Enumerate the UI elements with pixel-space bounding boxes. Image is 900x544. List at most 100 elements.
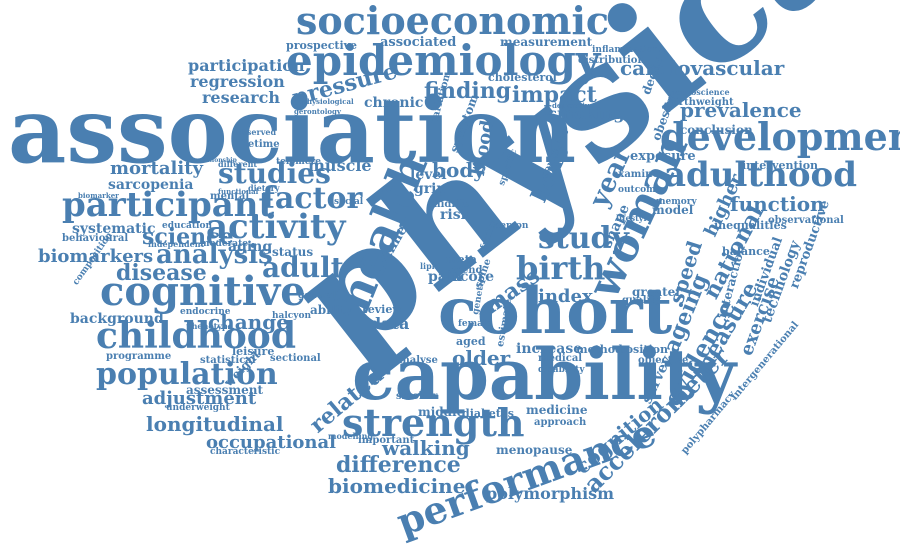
- cloud-word: observed: [236, 127, 277, 137]
- cloud-word: inequalities: [714, 219, 787, 232]
- cloud-word: study: [538, 221, 629, 256]
- cloud-word: risk: [440, 207, 471, 223]
- cloud-word: birth: [516, 249, 606, 287]
- cloud-word: finding: [424, 78, 512, 104]
- cloud-word: function: [730, 192, 825, 216]
- cloud-word: aged: [456, 335, 486, 348]
- cloud-word: memory: [656, 197, 697, 207]
- cloud-word: biomarkers: [38, 246, 154, 267]
- cloud-word: research: [202, 88, 280, 107]
- cloud-word: exposure: [630, 149, 696, 164]
- cloud-word: review: [362, 303, 402, 316]
- cloud-word: capability: [352, 333, 737, 416]
- cloud-word: disease: [116, 260, 207, 286]
- cloud-word: cardiovascular: [620, 56, 785, 80]
- cloud-word: smoker: [396, 391, 438, 402]
- cloud-word: impact: [512, 82, 597, 108]
- cloud-word: programme: [106, 351, 172, 362]
- cloud-word: cohort: [438, 274, 673, 349]
- cloud-word: smoking: [548, 104, 625, 123]
- cloud-word: disability: [538, 365, 585, 375]
- cloud-word: assessment: [186, 383, 264, 397]
- cloud-word: depressive: [552, 101, 594, 110]
- cloud-word: biomarker: [78, 191, 119, 200]
- cloud-word: background: [70, 311, 164, 327]
- cloud-word: epidemiology: [286, 36, 601, 85]
- cloud-word: development: [660, 114, 900, 159]
- cloud-word: modelling: [328, 431, 374, 441]
- cloud-word: studies: [218, 157, 331, 190]
- cloud-word: middle: [418, 405, 465, 419]
- cloud-word: measurement: [500, 35, 593, 49]
- cloud-word: cognitive: [100, 268, 306, 315]
- cloud-word: mortality: [110, 158, 203, 179]
- cloud-word: dietary: [248, 183, 280, 193]
- cloud-word: chronic: [364, 95, 424, 111]
- cloud-word: level: [410, 167, 447, 183]
- cloud-word: trend: [452, 265, 483, 276]
- cloud-word: behavioural: [62, 233, 129, 244]
- cloud-word: characteristic: [210, 447, 281, 457]
- cloud-word: birthweight: [668, 97, 734, 108]
- cloud-word: education: [162, 221, 212, 231]
- cloud-word: neuroscience: [670, 87, 730, 97]
- cloud-word: socioeconomic: [296, 0, 610, 43]
- cloud-word: adult: [262, 251, 344, 284]
- cloud-word: medicine: [526, 403, 588, 417]
- cloud-word: objective: [638, 355, 689, 366]
- cloud-word: participant: [62, 185, 275, 225]
- cloud-word: population: [96, 357, 278, 392]
- cloud-word: moderate: [200, 239, 249, 249]
- cloud-word: cholesterol: [488, 71, 557, 84]
- cloud-word: index: [538, 286, 593, 307]
- cloud-word: examine: [612, 169, 659, 180]
- cloud-word: data: [370, 314, 410, 333]
- cloud-word: different: [218, 159, 258, 169]
- cloud-word: model: [652, 203, 694, 217]
- cloud-word: prospective: [286, 39, 358, 52]
- cloud-word: inflammation: [592, 45, 660, 55]
- cloud-word: intervention: [742, 159, 819, 172]
- cloud-word: relationship: [196, 157, 237, 164]
- cloud-word: pain: [428, 269, 463, 285]
- cloud-word: lifestyle: [616, 213, 652, 223]
- cloud-word: approach: [534, 417, 587, 428]
- cloud-word: muscle: [308, 156, 372, 175]
- cloud-word: systematic: [72, 221, 156, 237]
- cloud-word: association: [8, 78, 577, 184]
- cloud-word: childhood: [96, 315, 296, 357]
- cloud-word: prevalence: [680, 98, 802, 122]
- cloud-word: quality: [622, 295, 661, 306]
- cloud-word: strength: [342, 400, 525, 445]
- cloud-word: change: [208, 310, 289, 334]
- cloud-word: older: [452, 346, 511, 370]
- cloud-word: associated: [380, 35, 457, 50]
- cloud-word: method: [576, 343, 623, 356]
- cloud-word: difference: [336, 452, 461, 478]
- cloud-word: statistical: [200, 355, 256, 366]
- cloud-word: phenotype: [186, 321, 233, 331]
- cloud-word: conclusion: [680, 123, 753, 137]
- cloud-word: intergenerational: [729, 319, 802, 403]
- cloud-word: adjustment: [142, 388, 257, 409]
- cloud-word: adulthood: [664, 155, 857, 195]
- cloud-word: aging: [228, 239, 273, 255]
- cloud-word: balance: [722, 245, 770, 258]
- cloud-word: person: [494, 221, 529, 231]
- cloud-word: halcyon: [272, 311, 312, 321]
- cloud-word: mental: [210, 191, 250, 202]
- cloud-word: position: [618, 343, 668, 356]
- cloud-word: occupational: [206, 432, 337, 453]
- cloud-word: endocrine: [180, 307, 231, 317]
- cloud-word: lipid: [420, 261, 441, 271]
- cloud-word: biomedicine: [328, 474, 466, 498]
- cloud-word: longitudinal: [146, 412, 284, 436]
- cloud-word: participation: [188, 56, 305, 75]
- cloud-word: midlife: [430, 199, 470, 210]
- cloud-word: factor: [262, 181, 363, 216]
- cloud-word: telomere: [276, 157, 322, 167]
- cloud-word: independent: [148, 239, 205, 249]
- cloud-word: sectional: [270, 353, 321, 364]
- cloud-word: analyse: [396, 355, 438, 366]
